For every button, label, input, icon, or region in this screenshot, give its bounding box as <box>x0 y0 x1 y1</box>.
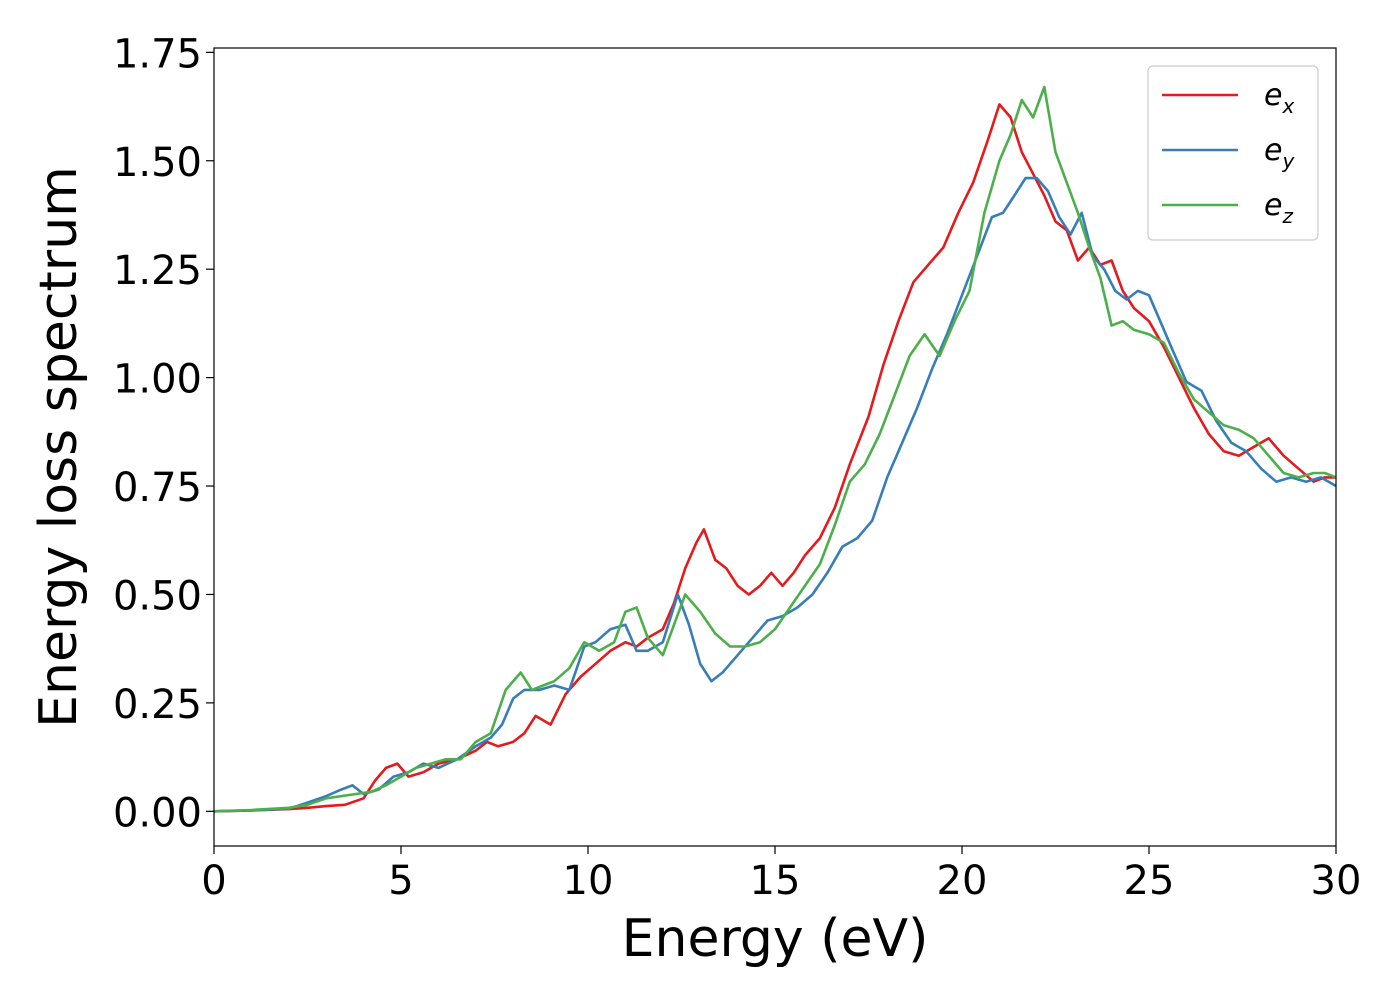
y-tick-label: 1.50 <box>113 140 202 186</box>
x-axis-label: Energy (eV) <box>622 909 929 969</box>
x-tick-label: 25 <box>1124 858 1175 904</box>
y-tick-label: 1.75 <box>113 31 202 77</box>
x-tick-label: 5 <box>388 858 413 904</box>
x-tick-label: 0 <box>201 858 226 904</box>
y-tick-label: 0.25 <box>113 682 202 728</box>
series-line-z <box>213 85 1337 813</box>
x-axis-ticks: 0 5 10 15 20 25 30 <box>201 846 1361 904</box>
x-tick-label: 30 <box>1311 858 1362 904</box>
y-tick-label: 0.75 <box>113 465 202 511</box>
y-tick-label: 0.00 <box>113 790 202 836</box>
legend-frame <box>1147 65 1319 241</box>
legend-label: ex <box>1264 78 1294 118</box>
legend-label: ez <box>1264 188 1293 228</box>
y-tick-label: 0.50 <box>113 573 202 619</box>
x-tick-label: 15 <box>750 858 801 904</box>
y-tick-label: 1.25 <box>113 248 202 294</box>
y-axis-ticks: 0.00 0.25 0.50 0.75 1.00 1.25 1.50 1.75 <box>113 31 214 836</box>
legend: ex ey ez <box>1147 65 1319 241</box>
x-tick-label: 20 <box>937 858 988 904</box>
legend-label: ey <box>1264 133 1295 173</box>
plot-lines <box>213 85 1337 813</box>
y-axis-label: Energy loss spectrum <box>29 166 89 728</box>
y-tick-label: 1.00 <box>113 357 202 403</box>
x-tick-label: 10 <box>563 858 614 904</box>
